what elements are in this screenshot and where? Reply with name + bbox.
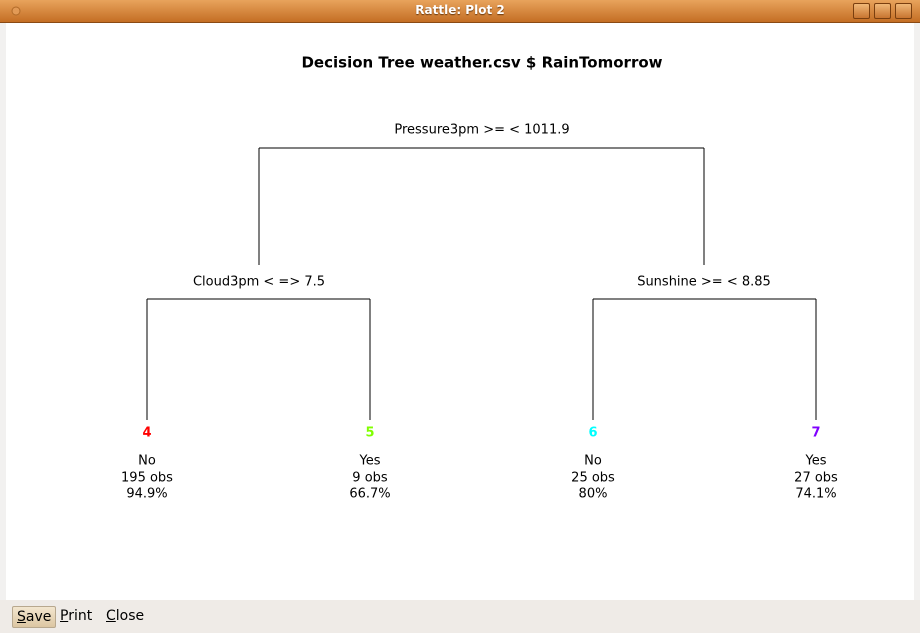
split-label: Sunshine >= < 8.85 [637, 275, 771, 290]
close-window-button[interactable] [895, 3, 912, 19]
leaf-id: 5 [365, 426, 374, 441]
leaf-pct: 94.9% [126, 487, 167, 502]
leaf-obs: 25 obs [571, 471, 615, 486]
leaf-id: 4 [142, 426, 151, 441]
leaf-obs: 195 obs [121, 471, 173, 486]
leaf-pct: 66.7% [349, 487, 390, 502]
print-button[interactable]: Print [60, 608, 93, 624]
leaf-obs: 9 obs [352, 471, 388, 486]
window-icon [11, 6, 21, 16]
plot-title: Decision Tree weather.csv $ RainTomorrow [301, 54, 662, 72]
leaf-id: 7 [811, 426, 820, 441]
leaf-class: Yes [359, 454, 381, 469]
minimize-button[interactable] [853, 3, 870, 19]
maximize-button[interactable] [874, 3, 891, 19]
plot: Decision Tree weather.csv $ RainTomorrow… [6, 23, 914, 600]
split-label: Pressure3pm >= < 1011.9 [394, 123, 569, 138]
leaf-pct: 74.1% [795, 487, 836, 502]
leaf-class: No [138, 454, 156, 469]
leaf-class: No [584, 454, 602, 469]
title-bar: Rattle: Plot 2 [0, 0, 920, 23]
window-title: Rattle: Plot 2 [415, 3, 505, 17]
leaf-pct: 80% [579, 487, 608, 502]
edges [146, 147, 817, 420]
button-bar: Save Print Close [0, 600, 920, 633]
close-button[interactable]: Close [106, 608, 145, 624]
save-button[interactable]: Save [12, 606, 57, 628]
split-label: Cloud3pm < => 7.5 [193, 275, 325, 290]
leaf-class: Yes [805, 454, 827, 469]
leaf-id: 6 [588, 426, 597, 441]
leaf-obs: 27 obs [794, 471, 838, 486]
